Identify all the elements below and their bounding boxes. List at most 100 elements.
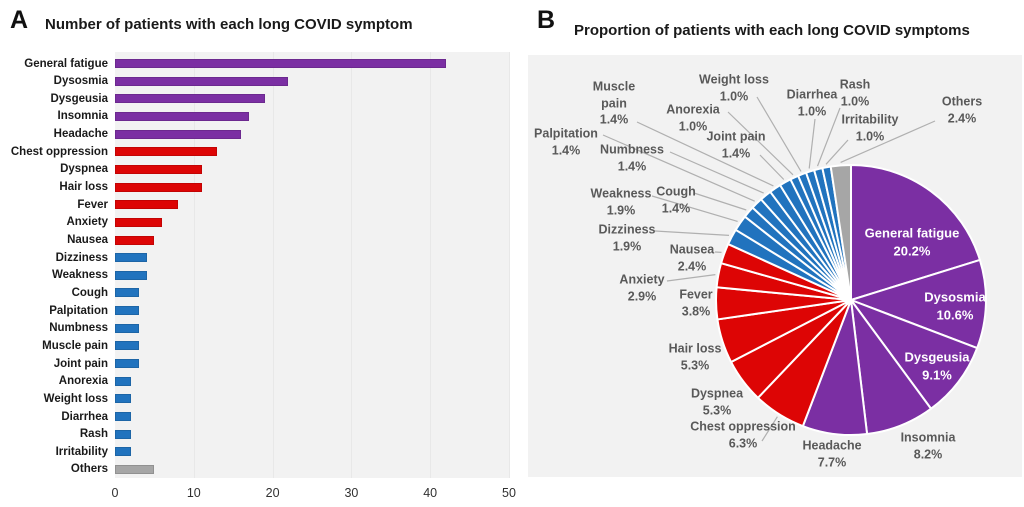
tick-label-10: 10 <box>186 486 201 500</box>
panel-b-title: Proportion of patients with each long CO… <box>574 22 970 39</box>
pie-label-insomnia: Insomnia 8.2% <box>900 430 956 462</box>
pie-label-cough: Cough 1.4% <box>656 184 696 216</box>
pie-label-joint-pain: Joint pain 1.4% <box>706 129 766 161</box>
bar-general-fatigue <box>115 59 446 68</box>
pie-label-chest-oppression: Chest oppression 6.3% <box>690 419 796 451</box>
panel-a-letter: A <box>10 6 29 34</box>
bar-dysgeusia <box>115 94 265 104</box>
bar-numbness <box>115 323 139 333</box>
bar-label-fever: Fever <box>77 198 108 211</box>
pie-slice-dysosmia <box>850 258 987 350</box>
bar-palpitation <box>115 306 139 316</box>
leader-line-others <box>840 120 936 163</box>
pie-label-dizziness: Dizziness 1.9% <box>598 222 656 254</box>
gridline-40 <box>430 52 432 478</box>
panel-a-title: Number of patients with each long COVID … <box>45 16 413 33</box>
bar-irritability <box>115 447 131 457</box>
bar-label-palpitation: Palpitation <box>49 304 108 317</box>
bar-weight-loss <box>115 394 131 404</box>
tick-label-0: 0 <box>111 486 119 500</box>
pie-label-dyspnea: Dyspnea 5.3% <box>690 386 744 418</box>
gridline-30 <box>351 52 353 478</box>
gridline-50 <box>509 52 510 478</box>
leader-line-weight-loss <box>756 96 802 172</box>
leader-line-rash <box>816 107 841 167</box>
tick-label-30: 30 <box>344 486 359 500</box>
leader-line-anorexia <box>727 111 794 176</box>
pie-chart-svg <box>602 96 987 442</box>
pie-label-dysgeusia: Dysgeusia 9.1% <box>904 349 970 383</box>
bar-insomnia <box>115 111 249 121</box>
bar-fever <box>115 200 179 210</box>
bar-label-nausea: Nausea <box>67 234 108 246</box>
pie-slice-others <box>829 163 852 301</box>
bar-cough <box>115 288 139 298</box>
bar-label-dizziness: Dizziness <box>55 251 108 264</box>
pie-label-weight-loss: Weight loss 1.0% <box>699 72 769 104</box>
tick-label-40: 40 <box>423 486 438 500</box>
panel-b-letter: B <box>537 6 556 34</box>
pie-label-diarrhea: Diarrhea 1.0% <box>786 87 838 119</box>
bar-label-insomnia: Insomnia <box>57 110 108 123</box>
pie-label-palpitation: Palpitation 1.4% <box>534 126 598 158</box>
bar-dysosmia <box>115 76 289 86</box>
pie-label-numbness: Numbness 1.4% <box>600 142 664 174</box>
leader-line-chest-oppression <box>761 416 778 442</box>
pie-label-fever: Fever 3.8% <box>679 287 713 319</box>
bar-muscle-pain <box>115 341 139 351</box>
bar-label-weight-loss: Weight loss <box>43 392 108 405</box>
bar-headache <box>115 129 242 139</box>
bar-label-rash: Rash <box>79 428 108 441</box>
bar-label-others: Others <box>70 463 108 476</box>
pie-slice-general-fatigue <box>850 164 981 301</box>
leader-line-dizziness <box>654 230 730 236</box>
pie-label-nausea: Nausea 2.4% <box>669 242 715 274</box>
bar-joint-pain <box>115 359 139 369</box>
bar-label-diarrhea: Diarrhea <box>61 410 108 423</box>
pie-label-dysosmia: Dysosmia 10.6% <box>924 289 986 323</box>
pie-label-irritability: Irritability 1.0% <box>841 112 899 144</box>
leader-line-cough <box>693 192 747 211</box>
bar-label-headache: Headache <box>53 128 108 141</box>
bar-anorexia <box>115 376 131 386</box>
bar-others <box>115 464 155 474</box>
leader-line-diarrhea <box>808 118 816 169</box>
bar-dizziness <box>115 253 147 263</box>
pie-label-anxiety: Anxiety 2.9% <box>619 272 665 304</box>
bar-nausea <box>115 235 155 245</box>
bar-label-general-fatigue: General fatigue <box>24 57 108 70</box>
bar-rash <box>115 429 131 439</box>
bar-weakness <box>115 270 147 280</box>
pie-label-hair-loss: Hair loss 5.3% <box>668 341 722 373</box>
bar-label-chest-oppression: Chest oppression <box>10 145 108 158</box>
bar-label-hair-loss: Hair loss <box>59 181 108 194</box>
bar-dyspnea <box>115 164 202 174</box>
panel-a-bar-chart: A Number of patients with each long COVI… <box>10 6 516 501</box>
leader-line-irritability <box>825 139 849 165</box>
tick-label-50: 50 <box>502 486 516 500</box>
leader-line-muscle-pain <box>636 121 774 187</box>
bar-anxiety <box>115 217 163 227</box>
bar-label-cough: Cough <box>71 286 108 299</box>
bar-chest-oppression <box>115 147 218 157</box>
pie-label-others: Others 2.4% <box>941 94 983 126</box>
bar-label-dyspnea: Dyspnea <box>60 163 108 176</box>
bar-label-dysgeusia: Dysgeusia <box>50 92 108 105</box>
leader-line-anxiety <box>666 274 716 282</box>
panel-b-pie-chart: B Proportion of patients with each long … <box>512 0 1024 507</box>
leader-line-numbness <box>669 151 764 194</box>
bar-label-numbness: Numbness <box>49 322 108 335</box>
leader-line-weakness <box>651 195 738 222</box>
pie-label-anorexia: Anorexia 1.0% <box>666 102 720 134</box>
pie-label-headache: Headache 7.7% <box>802 438 862 470</box>
leader-line-palpitation <box>602 134 755 202</box>
pie-label-rash: Rash 1.0% <box>839 77 871 109</box>
gridline-10 <box>193 52 195 478</box>
bar-label-anxiety: Anxiety <box>66 216 108 229</box>
bar-label-muscle-pain: Muscle pain <box>42 339 108 352</box>
bar-diarrhea <box>115 412 131 421</box>
bar-label-irritability: Irritability <box>55 445 108 458</box>
bar-chart-plot-area <box>115 52 510 478</box>
tick-label-20: 20 <box>265 486 280 500</box>
